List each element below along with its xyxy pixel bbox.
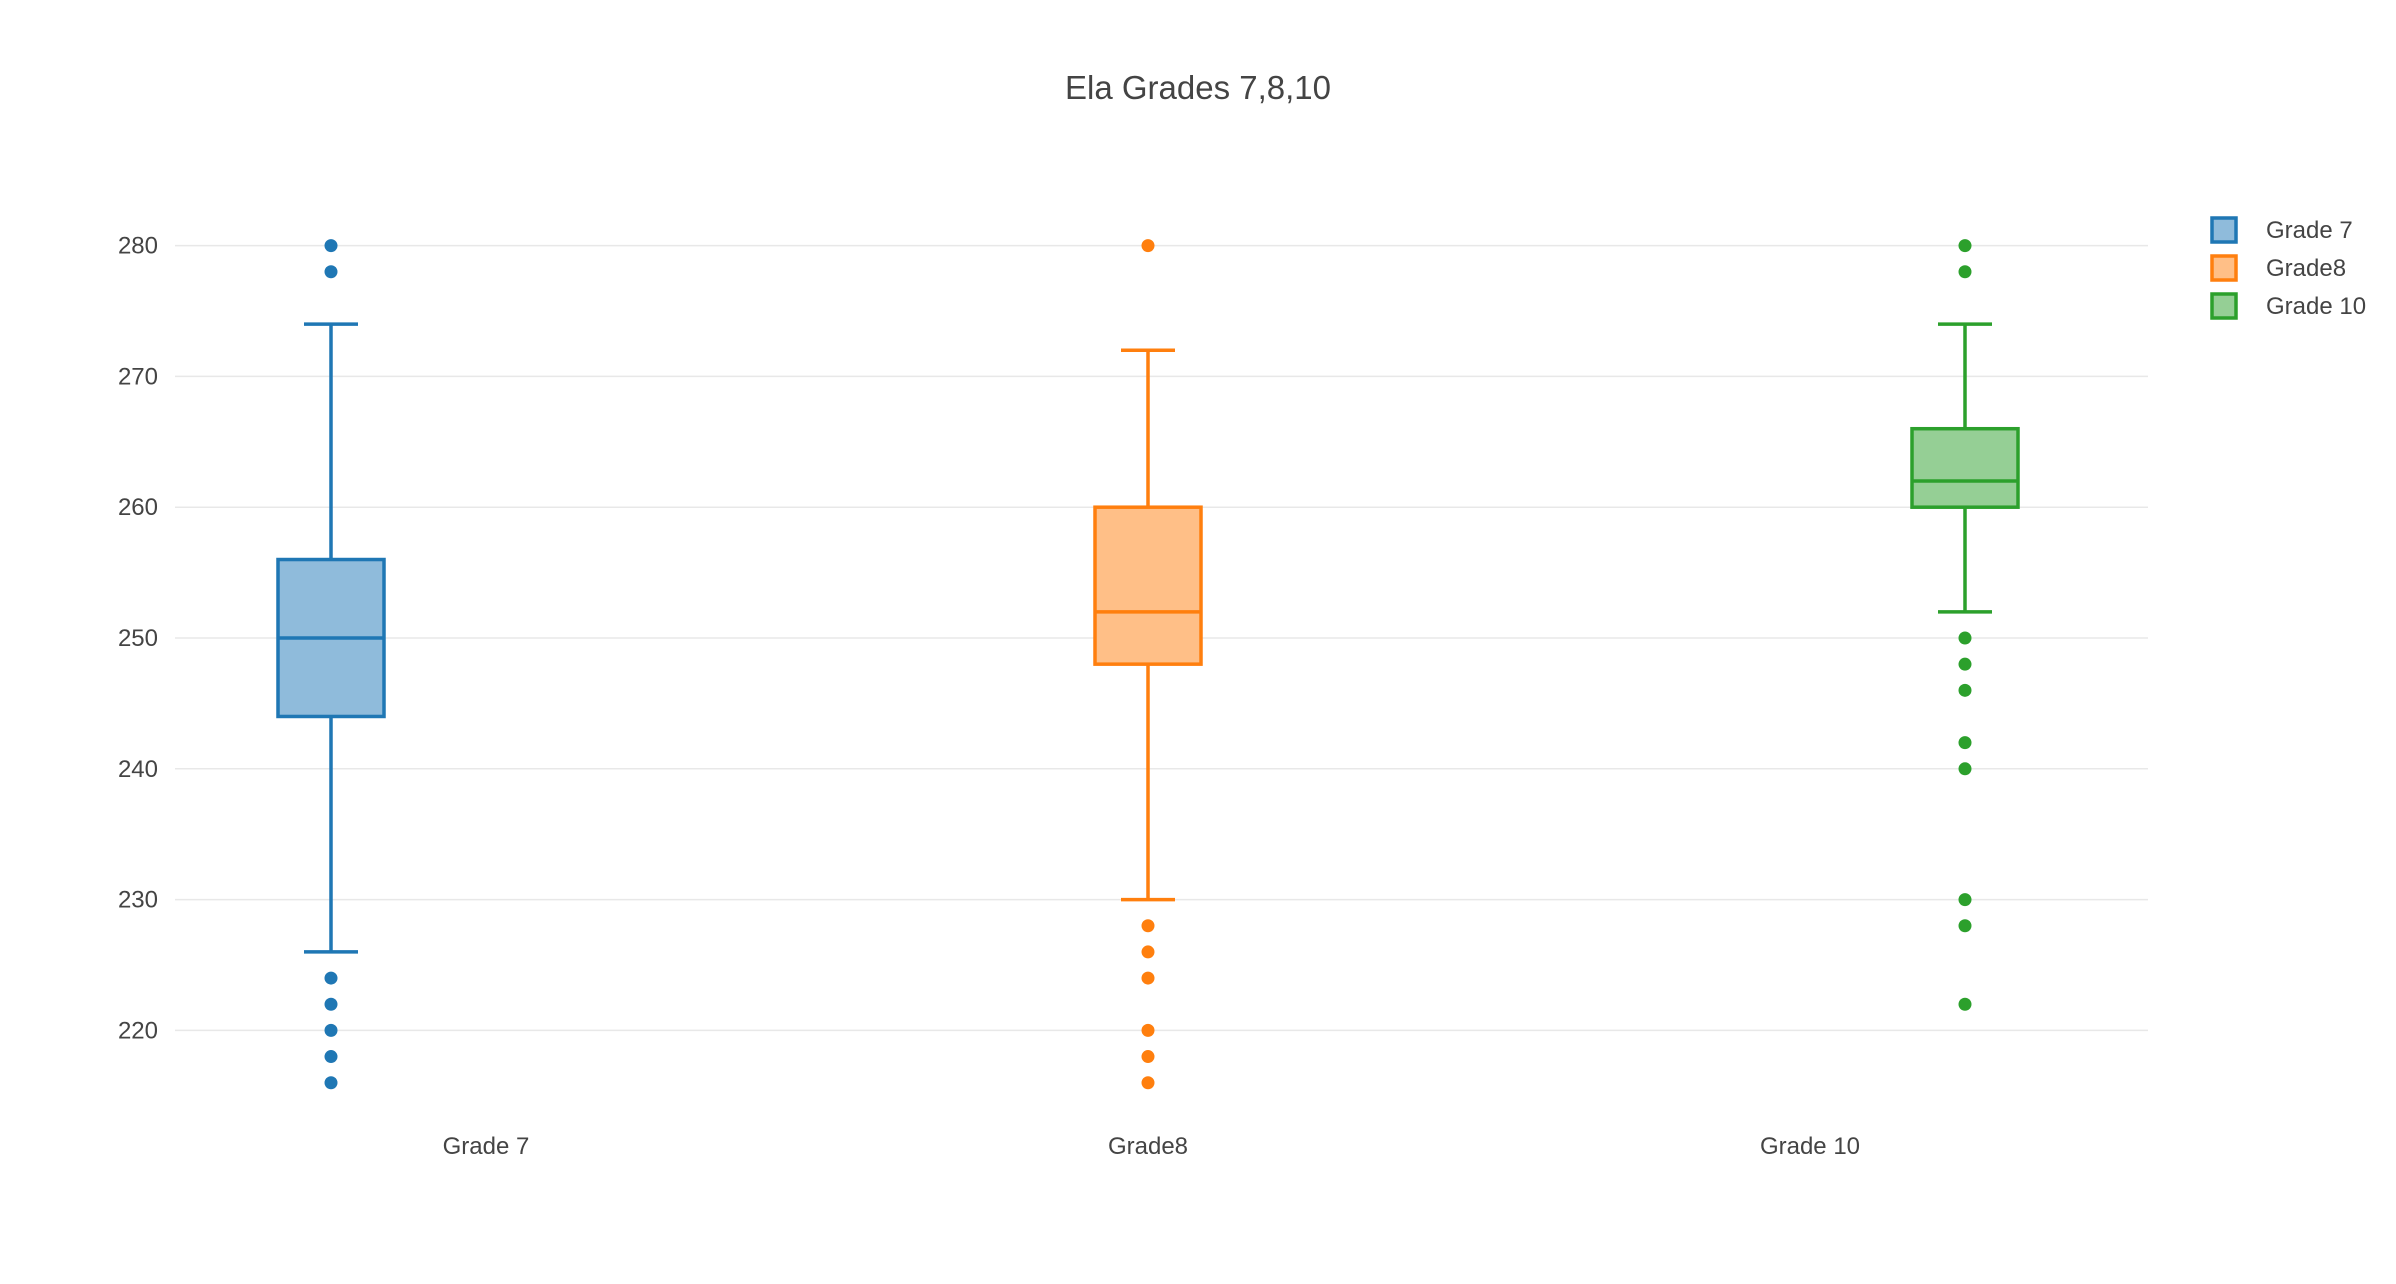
- outlier-point[interactable]: [1141, 239, 1155, 253]
- outlier-point[interactable]: [1958, 919, 1972, 933]
- outlier-point[interactable]: [1141, 1023, 1155, 1037]
- legend-swatch: [2210, 292, 2238, 320]
- y-tick-label: 260: [118, 494, 158, 521]
- iqr-box[interactable]: [1910, 426, 2020, 509]
- outlier-point[interactable]: [324, 265, 338, 279]
- outlier-point[interactable]: [324, 239, 338, 253]
- legend-swatch: [2210, 254, 2238, 282]
- x-tick-label: Grade 7: [443, 1133, 530, 1160]
- outlier-point[interactable]: [1141, 919, 1155, 933]
- outlier-point[interactable]: [1141, 945, 1155, 959]
- legend-item[interactable]: Grade 10: [2210, 292, 2366, 320]
- x-tick-label: Grade8: [1108, 1133, 1188, 1160]
- iqr-box[interactable]: [1093, 505, 1203, 666]
- y-tick-label: 270: [118, 363, 158, 390]
- legend-swatch: [2210, 216, 2238, 244]
- outlier-point[interactable]: [1141, 1050, 1155, 1064]
- y-tick-label: 230: [118, 887, 158, 914]
- outlier-point[interactable]: [324, 1023, 338, 1037]
- x-axis-ticks: Grade 7 Grade8 Grade 10: [443, 1133, 1860, 1160]
- outlier-point[interactable]: [1958, 657, 1972, 671]
- y-tick-label: 280: [118, 233, 158, 260]
- outlier-point[interactable]: [1141, 1076, 1155, 1090]
- legend-label: Grade 7: [2266, 217, 2353, 244]
- legend-item[interactable]: Grade8: [2210, 254, 2346, 282]
- outlier-point[interactable]: [324, 1050, 338, 1064]
- box-series[interactable]: [1093, 239, 1203, 1090]
- x-tick-label: Grade 10: [1760, 1133, 1860, 1160]
- outlier-point[interactable]: [1958, 997, 1972, 1011]
- y-tick-label: 240: [118, 756, 158, 783]
- outlier-point[interactable]: [1141, 971, 1155, 985]
- box-series-layer: [276, 239, 2020, 1090]
- outlier-point[interactable]: [1958, 736, 1972, 750]
- y-tick-label: 250: [118, 625, 158, 652]
- outlier-point[interactable]: [324, 997, 338, 1011]
- legend-label: Grade 10: [2266, 293, 2366, 320]
- y-tick-label: 220: [118, 1017, 158, 1044]
- outlier-point[interactable]: [1958, 893, 1972, 907]
- outlier-point[interactable]: [324, 1076, 338, 1090]
- legend-label: Grade8: [2266, 255, 2346, 282]
- outlier-point[interactable]: [1958, 265, 1972, 279]
- box-series[interactable]: [1910, 239, 2020, 1011]
- legend[interactable]: Grade 7 Grade8 Grade 10: [2210, 216, 2366, 320]
- outlier-point[interactable]: [1958, 631, 1972, 645]
- outlier-point[interactable]: [324, 971, 338, 985]
- outlier-point[interactable]: [1958, 762, 1972, 776]
- outlier-point[interactable]: [1958, 239, 1972, 253]
- legend-item[interactable]: Grade 7: [2210, 216, 2353, 244]
- outlier-point[interactable]: [1958, 683, 1972, 697]
- box-series[interactable]: [276, 239, 386, 1090]
- y-axis-ticks: 220 230 240 250 260 270 280: [118, 233, 158, 1045]
- chart-title: Ela Grades 7,8,10: [1065, 69, 1331, 106]
